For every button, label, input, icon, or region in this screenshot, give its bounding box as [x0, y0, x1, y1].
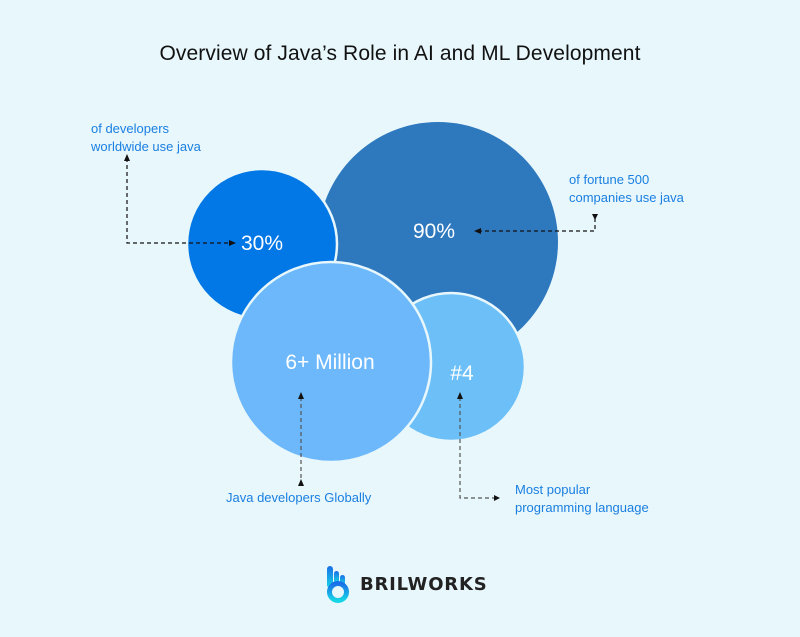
caption-line: Java developers Globally — [226, 490, 372, 505]
page-title: Overview of Java’s Role in AI and ML Dev… — [159, 42, 641, 65]
brand-logo: BRILWORKS — [326, 565, 487, 603]
caption-line: companies use java — [569, 190, 684, 205]
caption-line: worldwide use java — [91, 139, 201, 154]
caption-line: of fortune 500 — [569, 172, 650, 187]
value-30-percent: 30% — [240, 232, 284, 255]
brand-name: BRILWORKS — [360, 573, 488, 595]
caption-line: Most popular — [515, 482, 591, 497]
caption-90-percent: of fortune 500 companies use java — [569, 171, 684, 207]
connector-rank-4 — [459, 397, 497, 499]
connector-30-percent — [126, 158, 232, 244]
bubble-6-million — [229, 260, 433, 464]
value-90-percent: 90% — [412, 220, 456, 243]
caption-line: of developers — [91, 121, 170, 136]
caption-6-million: Java developers Globally — [226, 489, 371, 507]
value-6-million: 6+ Million — [285, 351, 375, 374]
brilworks-logo-icon — [327, 566, 349, 603]
connector-90-percent — [478, 218, 596, 232]
value-rank-4: #4 — [450, 362, 474, 385]
caption-line: programming language — [515, 500, 649, 515]
caption-30-percent: of developers worldwide use java — [91, 120, 201, 156]
caption-rank-4: Most popular programming language — [515, 481, 649, 517]
